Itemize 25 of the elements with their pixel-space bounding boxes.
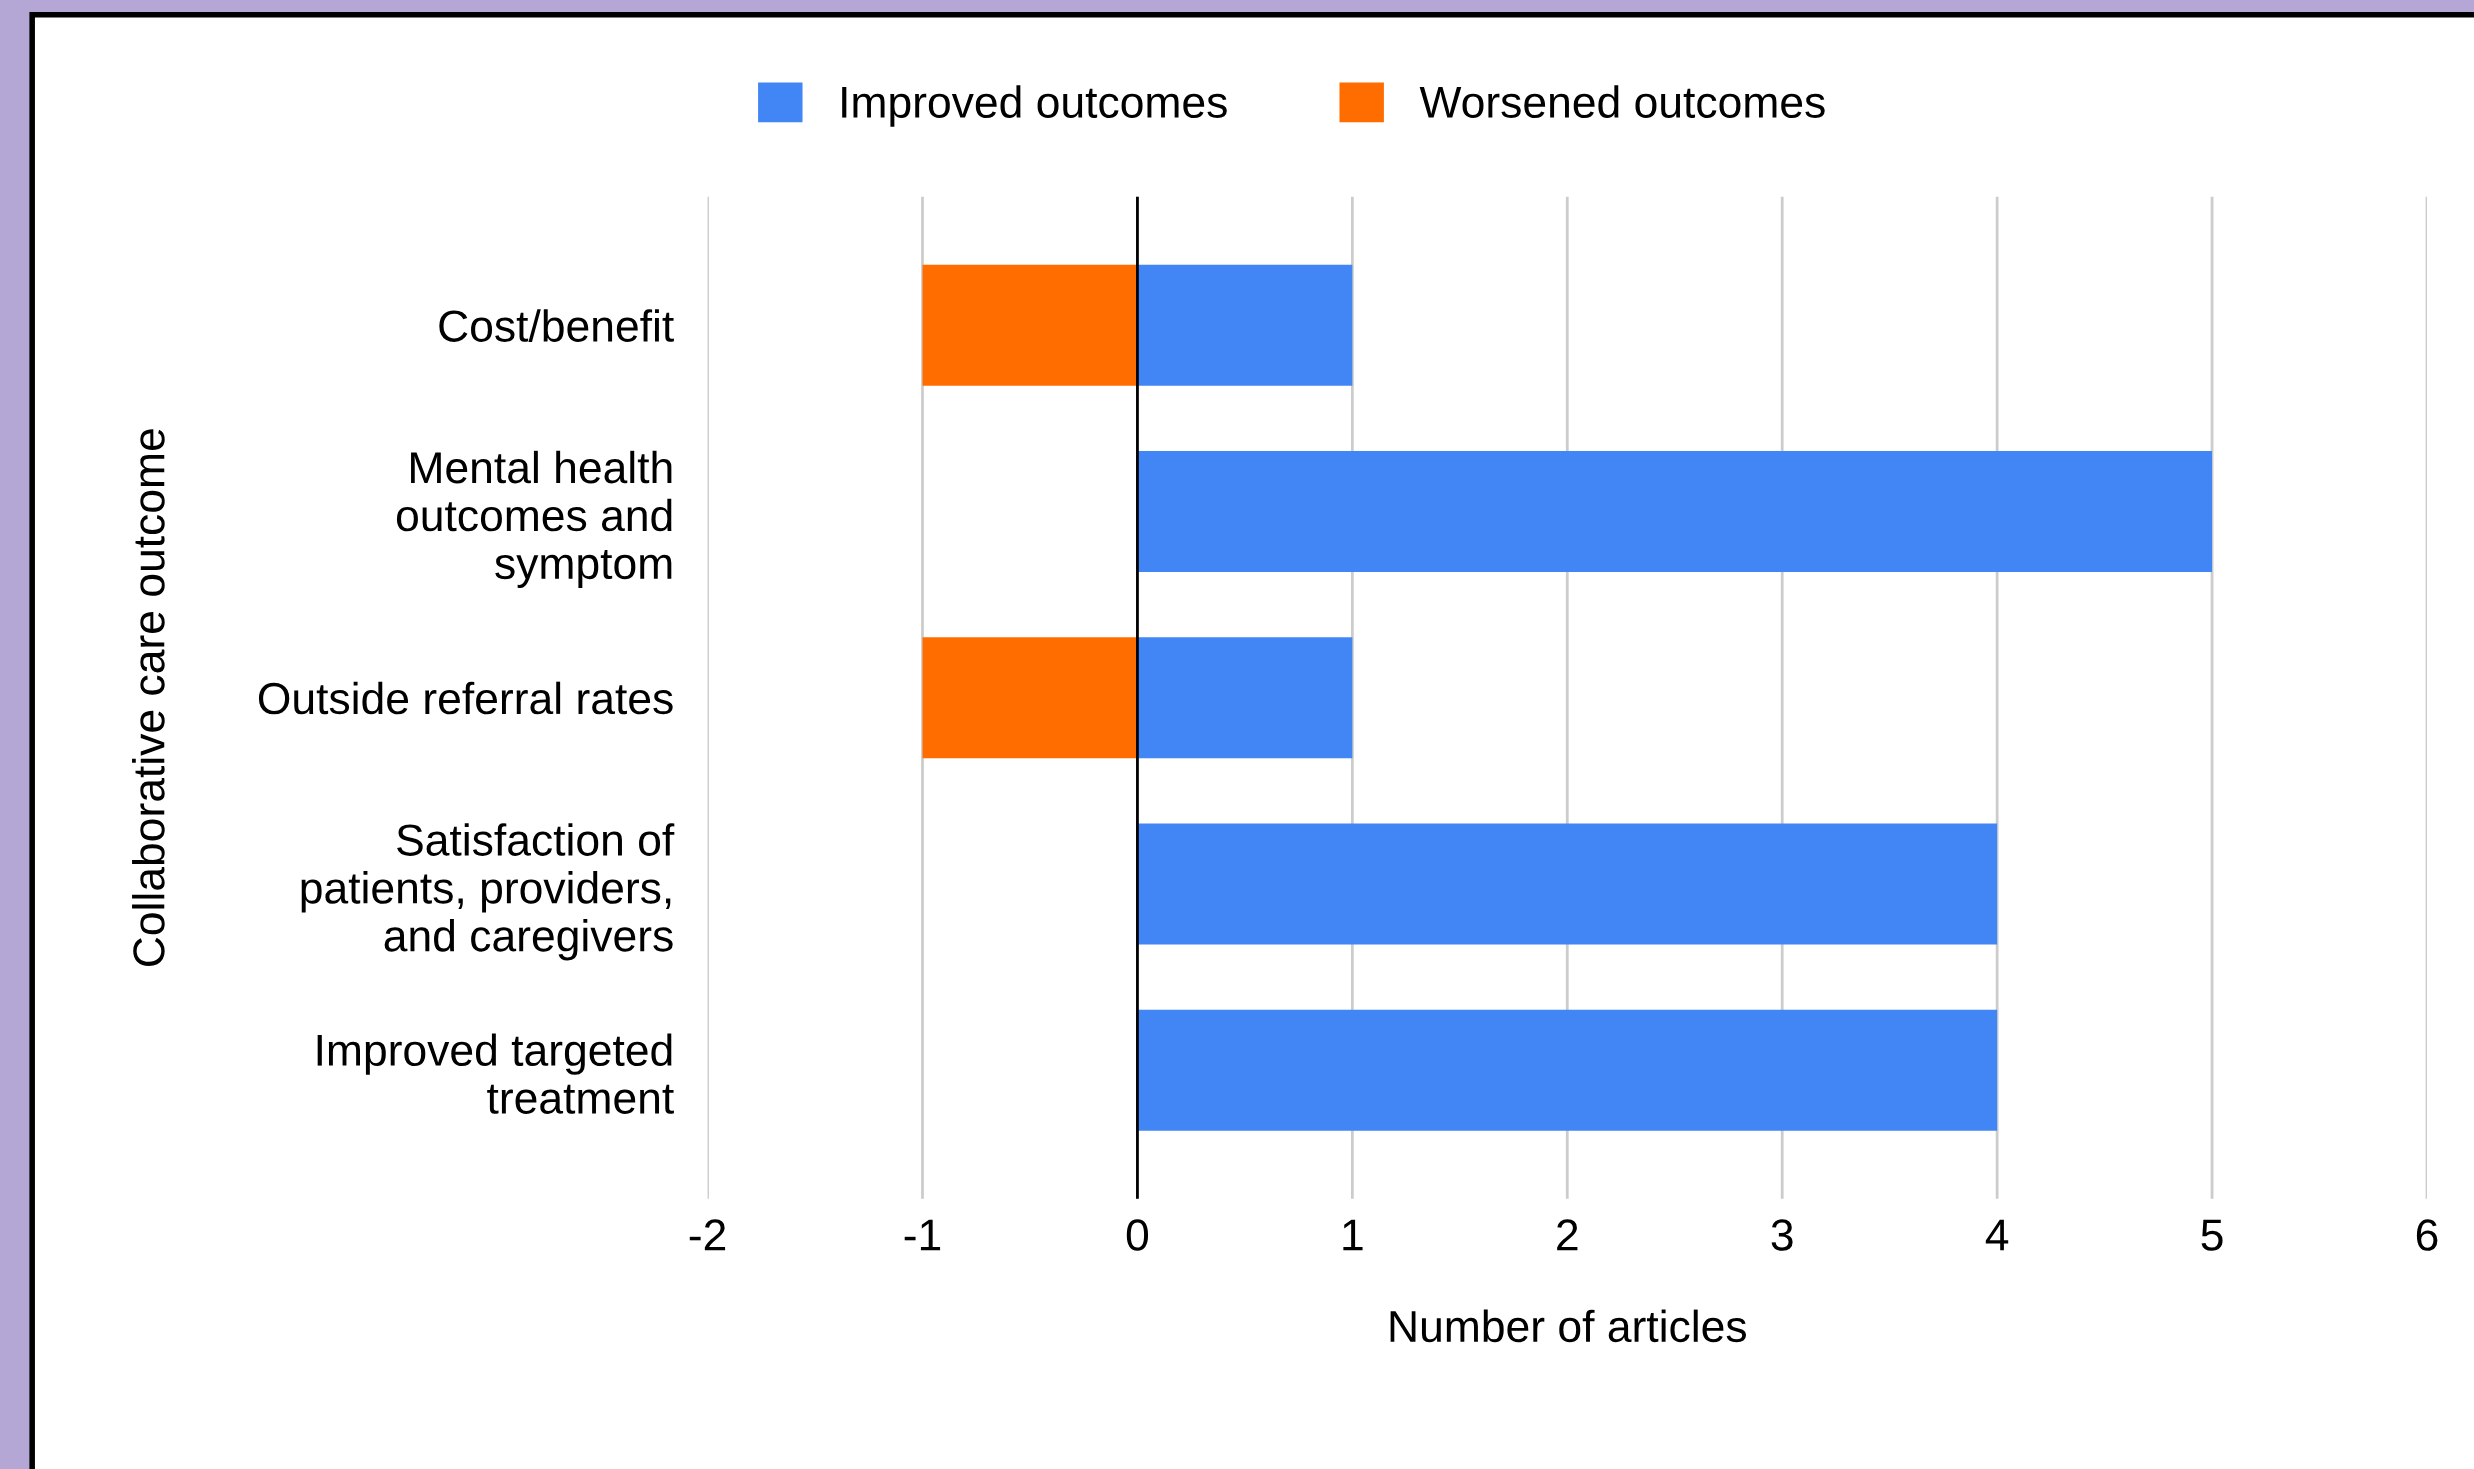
bar — [1137, 637, 1353, 759]
x-tick-label: 1 — [1343, 1219, 1363, 1251]
bar — [922, 637, 1138, 759]
x-tick-label: -1 — [904, 1219, 941, 1251]
bar — [1137, 264, 1353, 386]
y-axis-title: Collaborative care outcome — [132, 429, 165, 967]
y-tick-label: Satisfaction of patients, providers, and caregivers — [301, 823, 675, 961]
x-tick-label: 2 — [1557, 1219, 1578, 1251]
bar — [1137, 1009, 1998, 1131]
x-tick-label: 4 — [1985, 1219, 2009, 1251]
x-tick-label: 6 — [2416, 1219, 2438, 1251]
bar — [922, 264, 1138, 386]
y-tick-label: Improved targeted treatment — [317, 1033, 674, 1114]
bar — [1137, 451, 2213, 573]
y-tick-label: Outside referral rates — [258, 681, 673, 715]
y-tick-label: Cost/benefit — [439, 309, 674, 342]
x-tick-label: 5 — [2201, 1219, 2223, 1251]
y-tick-label: Mental health outcomes and symptom — [396, 450, 672, 588]
x-tick-label: 0 — [1126, 1219, 1149, 1251]
legend-label: Worsened outcomes — [1419, 85, 1825, 119]
legend-label: Improved outcomes — [842, 85, 1227, 127]
x-axis-title: Number of articles — [1390, 1309, 1746, 1343]
bar — [1137, 823, 1998, 945]
x-tick-label: -2 — [689, 1219, 726, 1251]
x-tick-label: 3 — [1771, 1219, 1793, 1251]
